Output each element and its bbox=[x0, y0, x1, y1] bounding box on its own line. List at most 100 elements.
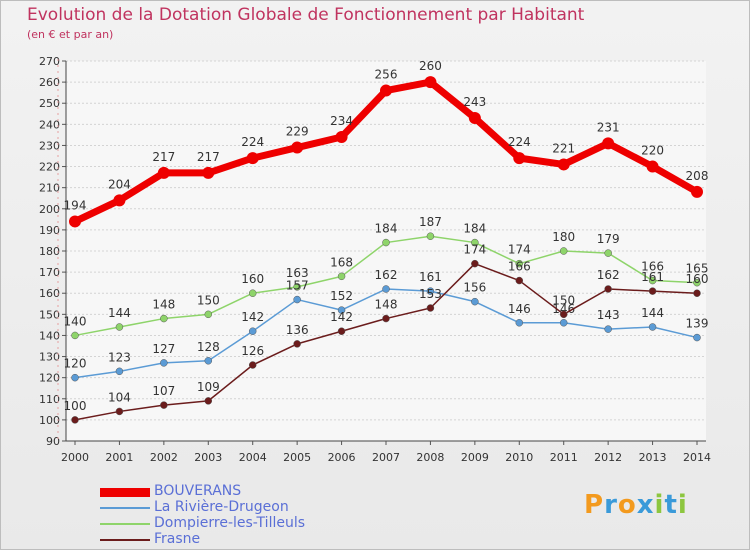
data-label: 166 bbox=[641, 260, 664, 274]
data-point bbox=[337, 306, 346, 314]
data-point bbox=[648, 323, 657, 331]
data-label: 231 bbox=[597, 120, 620, 134]
data-label: 150 bbox=[197, 293, 220, 307]
data-label: 174 bbox=[508, 243, 531, 257]
y-tick-label: 90 bbox=[46, 435, 60, 448]
data-label: 100 bbox=[64, 399, 87, 413]
y-tick-label: 260 bbox=[39, 76, 60, 89]
y-tick-label: 240 bbox=[39, 118, 60, 131]
data-label: 204 bbox=[108, 177, 131, 191]
y-tick-label: 160 bbox=[39, 287, 60, 300]
data-label: 142 bbox=[330, 310, 353, 324]
data-point bbox=[515, 276, 524, 285]
data-point bbox=[691, 185, 703, 198]
data-point bbox=[71, 373, 79, 382]
data-label: 148 bbox=[375, 298, 398, 312]
data-point bbox=[648, 287, 657, 295]
legend: BOUVERANS La Rivière-Drugeon Dompierre-les… bbox=[100, 483, 360, 548]
data-label: 140 bbox=[64, 314, 87, 328]
data-point bbox=[160, 314, 168, 323]
data-point bbox=[113, 194, 126, 207]
x-tick-label: 2001 bbox=[105, 451, 133, 464]
data-label: 165 bbox=[686, 262, 709, 276]
data-label: 229 bbox=[286, 125, 309, 139]
y-tick-label: 170 bbox=[39, 266, 60, 279]
data-label: 142 bbox=[241, 310, 264, 324]
data-label: 146 bbox=[552, 302, 575, 316]
data-label: 120 bbox=[64, 357, 87, 371]
data-label: 126 bbox=[241, 344, 264, 358]
data-label: 123 bbox=[108, 350, 131, 364]
x-tick-label: 2010 bbox=[505, 451, 533, 464]
data-point bbox=[71, 416, 79, 424]
logo-letter: P bbox=[584, 490, 605, 520]
logo-letter: i bbox=[654, 490, 665, 520]
data-point bbox=[293, 340, 301, 348]
x-tick-label: 2013 bbox=[639, 451, 667, 464]
data-point bbox=[515, 319, 524, 327]
data-point bbox=[513, 152, 526, 165]
line-chart: 90 100 110 120 130 140 150 160 170 180 190 200 210 22… bbox=[39, 55, 711, 464]
data-label: 174 bbox=[463, 243, 486, 257]
data-point bbox=[602, 137, 615, 150]
data-point bbox=[382, 285, 390, 293]
x-tick-label: 2011 bbox=[550, 451, 578, 464]
data-label: 180 bbox=[552, 230, 575, 244]
data-label: 156 bbox=[463, 281, 486, 295]
legend-swatch bbox=[100, 507, 150, 509]
data-label: 107 bbox=[152, 384, 175, 398]
data-label: 162 bbox=[597, 268, 620, 282]
y-tick-label: 180 bbox=[39, 245, 60, 258]
data-label: 148 bbox=[152, 298, 175, 312]
data-label: 194 bbox=[64, 198, 87, 212]
data-point bbox=[604, 285, 612, 293]
data-point bbox=[426, 287, 435, 295]
data-point bbox=[291, 141, 304, 154]
data-label: 256 bbox=[375, 68, 398, 82]
data-point bbox=[604, 325, 612, 333]
x-tick-label: 2000 bbox=[61, 451, 89, 464]
data-point bbox=[337, 327, 346, 335]
data-label: 161 bbox=[641, 270, 664, 284]
data-point bbox=[382, 314, 390, 323]
data-point bbox=[468, 112, 481, 124]
data-point bbox=[202, 166, 215, 179]
data-point bbox=[160, 359, 168, 367]
legend-swatch bbox=[100, 523, 150, 525]
data-label: 161 bbox=[419, 270, 442, 284]
data-label: 224 bbox=[508, 135, 531, 149]
data-label: 243 bbox=[463, 95, 486, 109]
data-label: 184 bbox=[463, 222, 486, 236]
logo-letter: r bbox=[604, 490, 618, 520]
data-point bbox=[693, 333, 701, 342]
legend-item: BOUVERANS bbox=[100, 483, 360, 500]
data-point bbox=[293, 283, 301, 291]
logo-letter: i bbox=[677, 490, 688, 520]
data-label: 187 bbox=[419, 215, 442, 229]
data-label: 162 bbox=[375, 268, 398, 282]
x-tick-label: 2003 bbox=[194, 451, 222, 464]
data-label: 136 bbox=[286, 323, 309, 337]
y-tick-label: 210 bbox=[39, 182, 60, 195]
data-label: 208 bbox=[686, 169, 709, 183]
data-point bbox=[559, 247, 568, 255]
data-point bbox=[248, 289, 257, 297]
legend-label: Frasne bbox=[154, 531, 201, 547]
data-label: 217 bbox=[152, 150, 175, 164]
chart-subtitle: (en € et par an) bbox=[27, 28, 114, 41]
legend-label: Dompierre-les-Tilleuls bbox=[154, 515, 306, 531]
legend-label: La Rivière-Drugeon bbox=[154, 499, 289, 515]
legend-item: Frasne bbox=[100, 531, 360, 548]
legend-item: Dompierre-les-Tilleuls bbox=[100, 515, 360, 532]
data-point bbox=[248, 361, 257, 369]
y-tick-label: 220 bbox=[39, 161, 60, 174]
y-tick-label: 130 bbox=[39, 351, 60, 364]
data-label: 153 bbox=[419, 287, 442, 301]
data-label: 221 bbox=[552, 141, 575, 155]
y-tick-label: 100 bbox=[39, 414, 60, 427]
data-label: 139 bbox=[686, 317, 709, 331]
data-point bbox=[693, 278, 701, 287]
data-label: 163 bbox=[286, 266, 309, 280]
data-point bbox=[604, 249, 612, 257]
x-tick-label: 2009 bbox=[461, 451, 489, 464]
